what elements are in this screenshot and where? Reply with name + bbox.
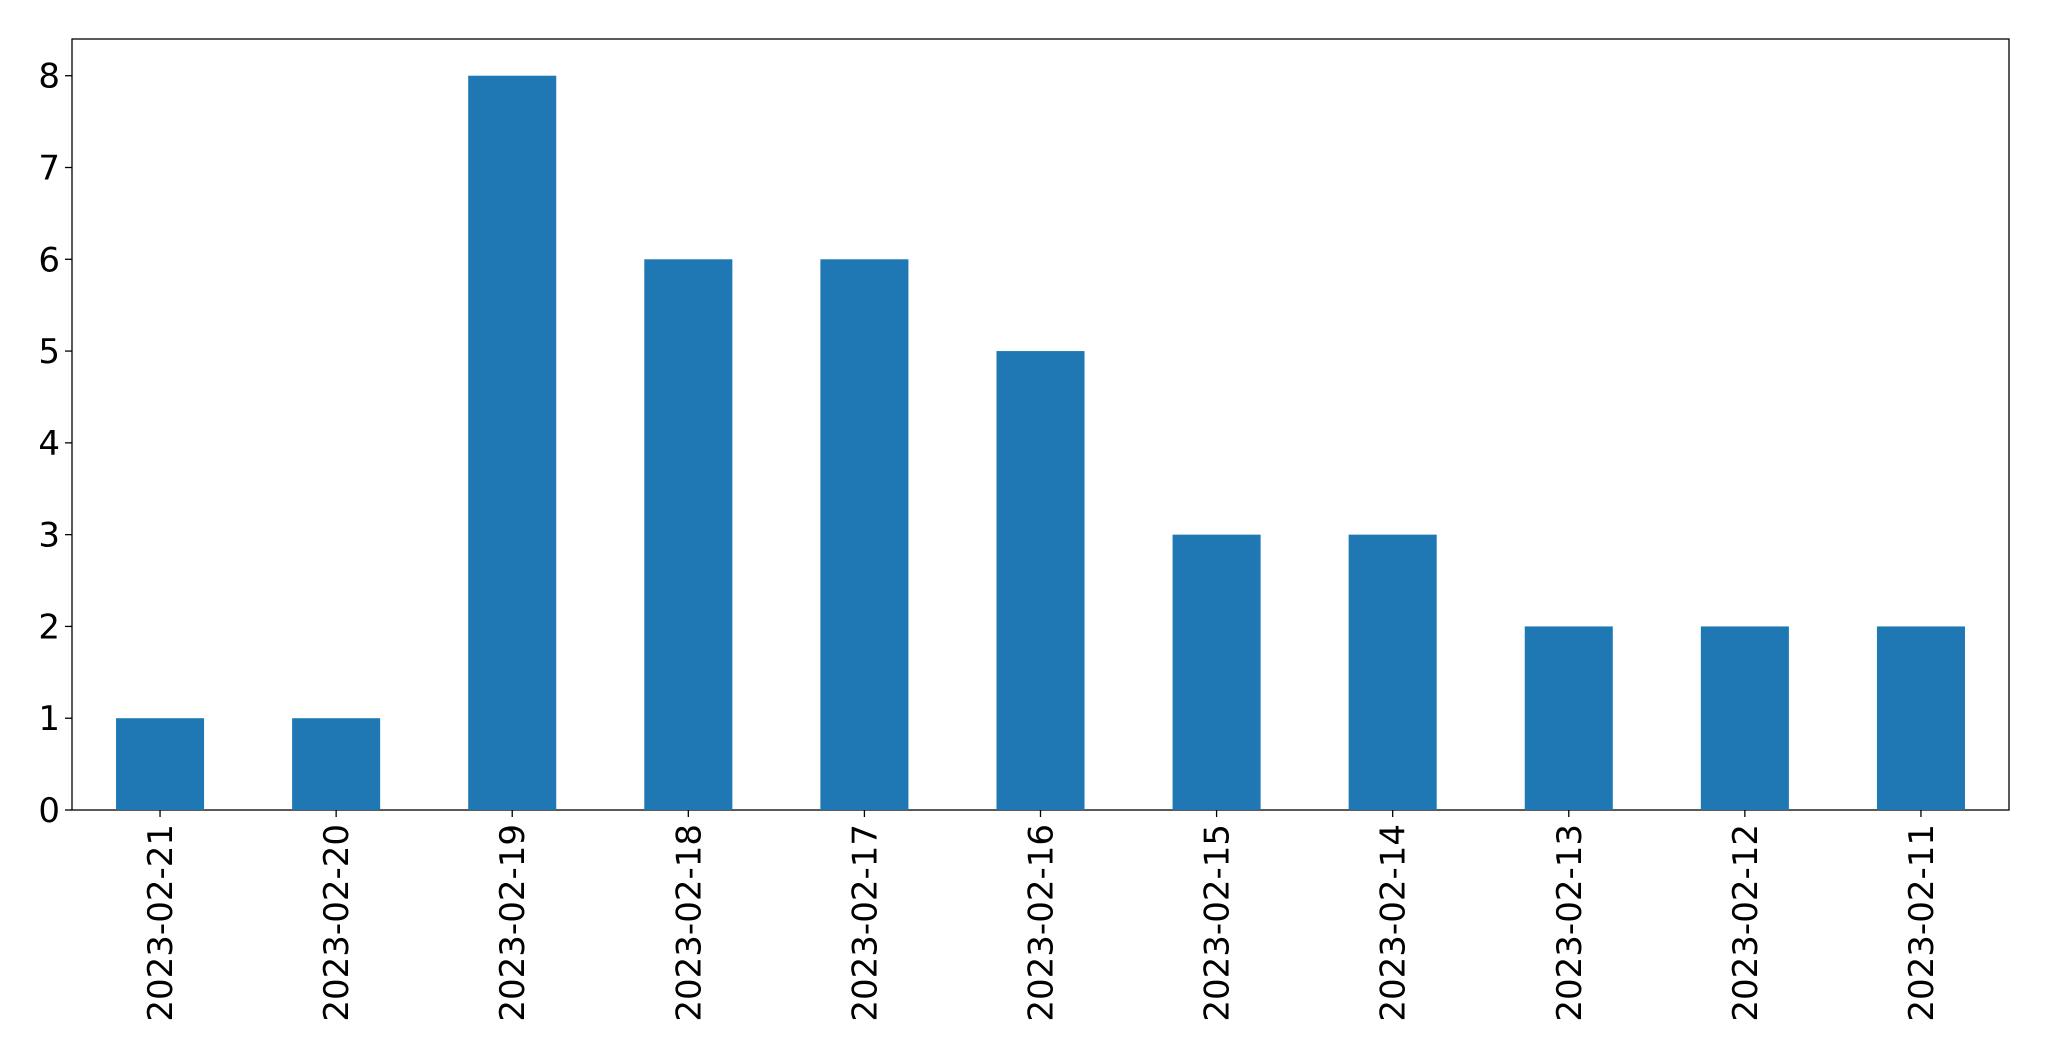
x-tick-label: 2023-02-21 [141,824,181,1022]
bar [1524,626,1613,810]
bar [820,259,909,810]
x-tick-label: 2023-02-12 [1726,824,1766,1022]
bar [644,259,733,810]
x-tick-label: 2023-02-11 [1902,824,1942,1022]
x-tick-label: 2023-02-16 [1022,824,1062,1022]
y-tick-label: 8 [38,57,60,97]
y-tick-label: 2 [38,607,60,647]
x-tick-label: 2023-02-18 [669,824,709,1022]
x-tick-label: 2023-02-17 [845,824,885,1022]
bar [468,75,557,810]
y-tick-label: 3 [38,516,60,556]
bar [1700,626,1789,810]
y-tick-label: 4 [38,424,60,464]
bar [1876,626,1965,810]
y-tick-label: 6 [38,240,60,280]
bar [1172,534,1261,810]
x-tick-label: 2023-02-20 [317,824,357,1022]
y-tick-label: 5 [38,332,60,372]
y-tick-label: 0 [38,791,60,831]
bar [116,718,205,810]
x-tick-label: 2023-02-19 [493,824,533,1022]
x-tick-label: 2023-02-13 [1550,824,1590,1022]
bar [1348,534,1437,810]
x-tick-label: 2023-02-15 [1198,824,1238,1022]
y-tick-label: 7 [38,149,60,189]
y-tick-label: 1 [38,699,60,739]
bar [996,351,1085,810]
bar [292,718,381,810]
x-tick-label: 2023-02-14 [1374,824,1414,1022]
